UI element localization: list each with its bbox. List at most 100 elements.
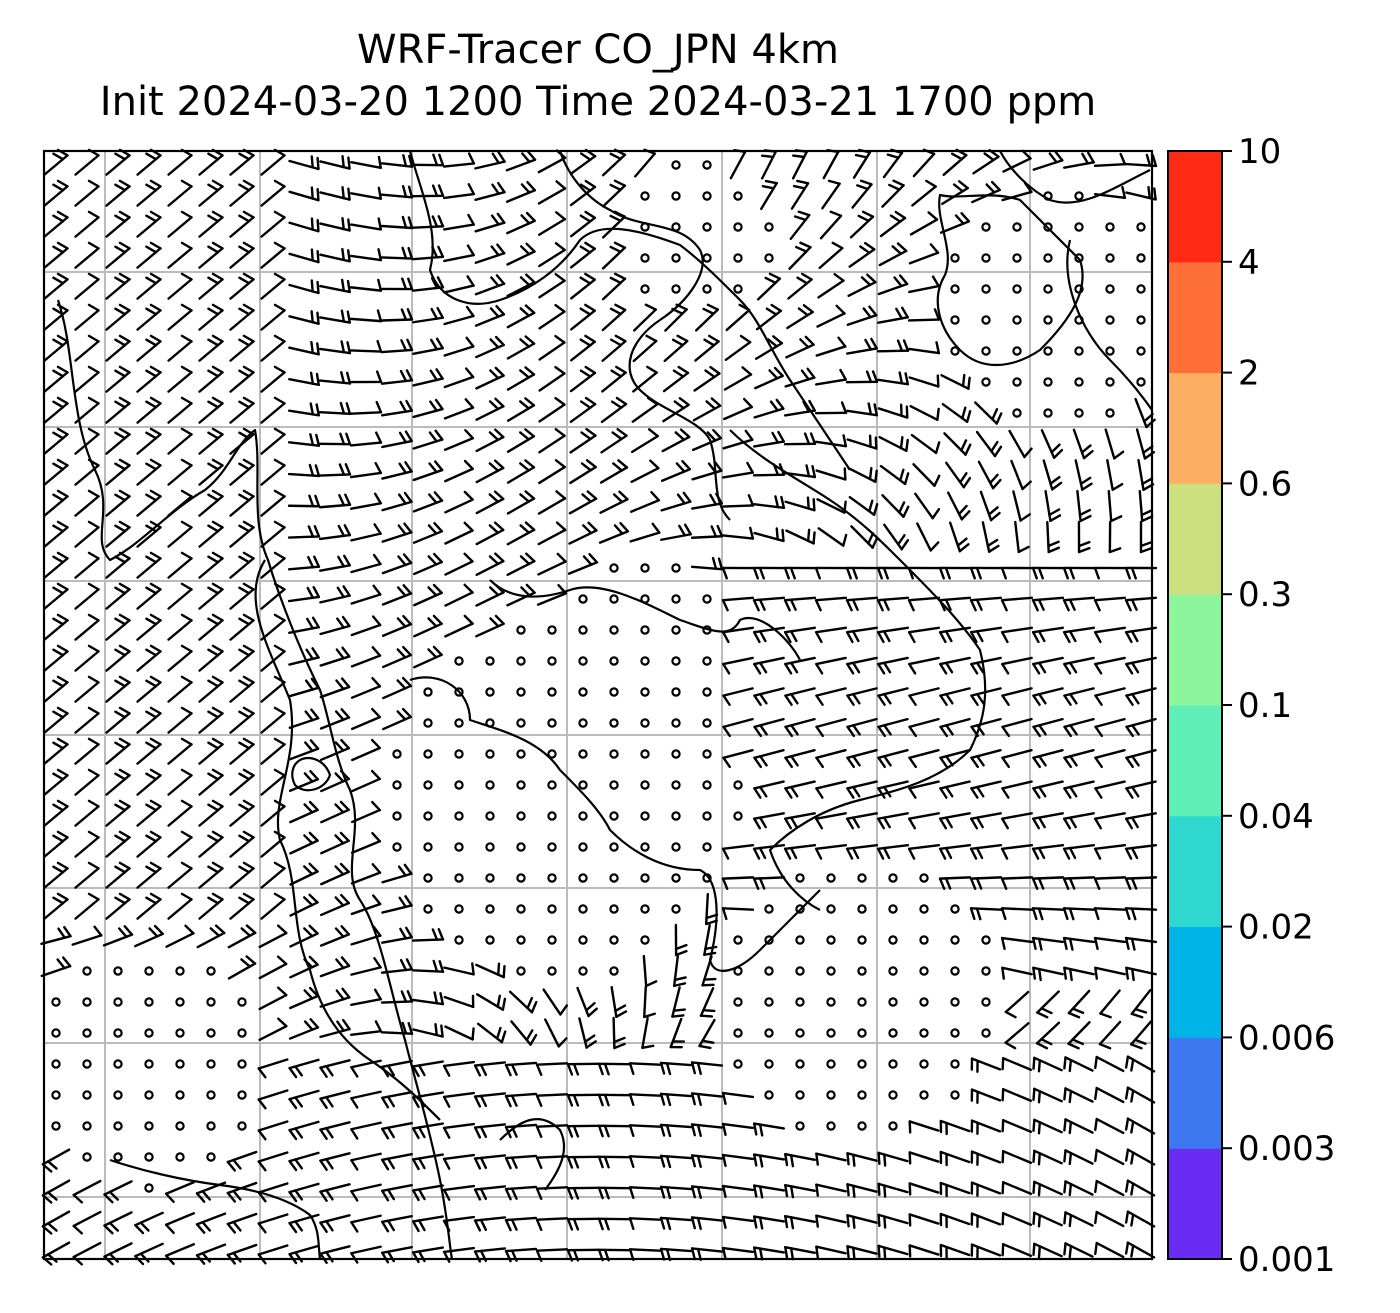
wind-barb xyxy=(74,892,100,920)
map-title: WRF-Tracer CO_JPN 4km Init 2024-03-20 12… xyxy=(40,24,1156,128)
wind-barb xyxy=(506,304,536,329)
calm-wind-circle xyxy=(950,997,960,1007)
calm-wind-circle xyxy=(919,935,929,945)
calm-wind-circle xyxy=(392,749,402,759)
wind-barb xyxy=(443,994,475,1009)
wind-barb xyxy=(257,1058,289,1079)
wind-barb xyxy=(167,768,193,796)
wind-barb xyxy=(260,427,286,455)
calm-wind-circle xyxy=(51,1028,61,1038)
wind-barb xyxy=(508,990,538,1014)
wind-barb xyxy=(105,334,131,362)
wind-barb xyxy=(381,1121,413,1140)
wind-barb xyxy=(443,213,475,231)
wind-barb xyxy=(783,464,817,479)
wind-barb xyxy=(167,241,193,269)
wind-barb xyxy=(969,876,1003,890)
calm-wind-circle xyxy=(547,687,557,697)
wind-barb xyxy=(288,739,320,761)
calm-wind-circle xyxy=(144,1059,154,1069)
wind-barb xyxy=(1125,687,1157,706)
wind-barb xyxy=(350,646,382,668)
calm-wind-circle xyxy=(485,718,495,728)
coastline-central-isthmus xyxy=(409,676,821,972)
wind-barb xyxy=(475,366,505,390)
wind-barb xyxy=(350,615,382,637)
calm-wind-circle xyxy=(206,1059,216,1069)
wind-barb xyxy=(876,626,910,644)
wind-barb xyxy=(597,1186,631,1200)
wind-barb xyxy=(288,1213,320,1234)
calm-wind-circle xyxy=(919,873,929,883)
wind-barb xyxy=(40,925,72,945)
calm-wind-circle xyxy=(981,1028,991,1038)
wind-barb xyxy=(198,489,224,517)
calm-wind-circle xyxy=(764,997,774,1007)
calm-wind-circle xyxy=(237,997,247,1007)
wind-barb xyxy=(752,876,786,890)
wind-barb xyxy=(198,396,224,424)
wind-barb xyxy=(783,626,817,644)
calm-wind-circle xyxy=(671,780,681,790)
wind-barb xyxy=(908,749,940,769)
wind-barb xyxy=(134,1211,164,1235)
wind-barb xyxy=(1067,989,1091,1019)
calm-wind-circle xyxy=(857,904,867,914)
calm-wind-circle xyxy=(578,749,588,759)
wind-barb xyxy=(699,987,716,1018)
calm-wind-circle xyxy=(795,904,805,914)
wind-barb xyxy=(413,614,443,638)
wind-barb xyxy=(1063,1242,1094,1259)
wind-barb xyxy=(721,1153,755,1167)
wind-barb xyxy=(787,272,813,300)
wind-barb xyxy=(164,1212,196,1235)
colorbar-tick-label: 0.003 xyxy=(1238,1129,1335,1169)
wind-barb xyxy=(567,553,599,575)
calm-wind-circle xyxy=(1043,222,1053,232)
wind-barb xyxy=(229,768,255,796)
wind-barb xyxy=(659,1123,693,1138)
wind-barb xyxy=(381,491,413,512)
calm-wind-circle xyxy=(826,1121,836,1131)
wind-barb xyxy=(473,1216,507,1232)
calm-wind-circle xyxy=(640,904,650,914)
calm-wind-circle xyxy=(733,997,743,1007)
wind-barb xyxy=(381,1152,413,1171)
wind-barb xyxy=(848,241,876,268)
wind-barb xyxy=(755,303,783,331)
wind-barb xyxy=(198,272,224,300)
calm-wind-circle xyxy=(1074,346,1084,356)
wind-barb xyxy=(1032,966,1064,982)
calm-wind-circle xyxy=(454,904,464,914)
wind-barb xyxy=(694,334,720,362)
wind-barb xyxy=(136,520,162,548)
wind-barb xyxy=(601,179,627,208)
wind-barb xyxy=(260,179,286,207)
wind-barb xyxy=(380,246,414,260)
calm-wind-circle xyxy=(1105,253,1115,263)
wind-barb xyxy=(1001,966,1033,980)
wind-barb xyxy=(597,1062,631,1076)
wind-barb xyxy=(136,458,162,486)
calm-wind-circle xyxy=(82,997,92,1007)
wind-barb xyxy=(136,644,162,672)
wind-barb xyxy=(979,490,1001,522)
wind-barb xyxy=(1063,1118,1094,1135)
wind-barb xyxy=(722,749,754,769)
wind-barb xyxy=(1000,566,1034,580)
wind-barb xyxy=(536,584,568,606)
wind-barb xyxy=(411,1184,445,1202)
wind-barb xyxy=(1094,1241,1125,1259)
calm-wind-circle xyxy=(795,1028,805,1038)
wind-barb xyxy=(105,582,131,610)
colorbar-segment xyxy=(1168,594,1222,706)
wind-barb xyxy=(504,1154,538,1170)
wind-barb xyxy=(226,1150,258,1172)
wind-barb xyxy=(690,1123,724,1137)
calm-wind-circle xyxy=(702,842,712,852)
calm-wind-circle xyxy=(144,966,154,976)
wind-barb xyxy=(136,334,162,362)
calm-wind-circle xyxy=(454,656,464,666)
wind-barb xyxy=(229,489,255,517)
colorbar-tick-label: 0.6 xyxy=(1238,464,1292,504)
